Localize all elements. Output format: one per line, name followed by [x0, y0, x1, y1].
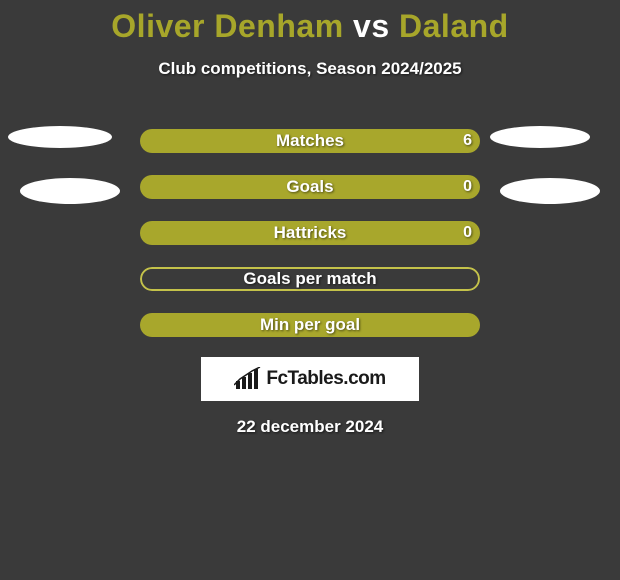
bar-fill-player1 [140, 221, 480, 245]
logo: FcTables.com [234, 367, 385, 391]
bar-chart-icon [234, 367, 262, 391]
comparison-card: Oliver Denham vs Daland Club competition… [0, 0, 620, 580]
stat-row: Min per goal [0, 303, 620, 349]
page-title: Oliver Denham vs Daland [0, 8, 620, 45]
bar-fill-player1 [140, 175, 480, 199]
stat-bar [140, 129, 480, 153]
stat-bar [140, 313, 480, 337]
stat-value-player2: 0 [463, 221, 472, 245]
logo-box: FcTables.com [201, 357, 419, 401]
stat-bar [140, 267, 480, 291]
title-part: Oliver Denham [111, 8, 343, 44]
bar-fill-player2 [140, 129, 480, 153]
logo-text: FcTables.com [266, 368, 385, 390]
title-part: Daland [399, 8, 509, 44]
stat-row: Hattricks0 [0, 211, 620, 257]
bar-fill-player1 [140, 313, 480, 337]
stat-row: Goals per match [0, 257, 620, 303]
decorative-ellipse [500, 178, 600, 204]
bar-outline [140, 267, 480, 291]
subtitle: Club competitions, Season 2024/2025 [0, 59, 620, 79]
stat-rows: Matches6Goals0Hattricks0Goals per matchM… [0, 119, 620, 349]
stat-value-player2: 0 [463, 175, 472, 199]
stat-bar [140, 175, 480, 199]
decorative-ellipse [8, 126, 112, 148]
stat-value-player2: 6 [463, 129, 472, 153]
stat-bar [140, 221, 480, 245]
decorative-ellipse [490, 126, 590, 148]
decorative-ellipse [20, 178, 120, 204]
date-line: 22 december 2024 [0, 417, 620, 437]
title-part: vs [344, 8, 399, 44]
